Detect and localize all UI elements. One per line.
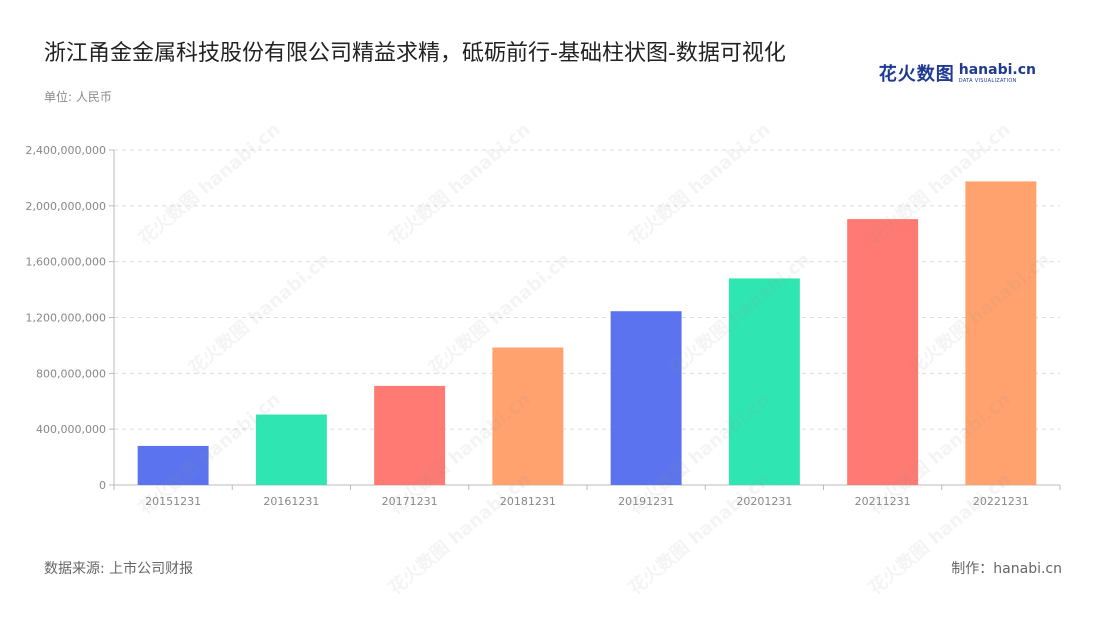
brand-logo[interactable]: 花火数图 hanabi.cn DATA VISUALIZATION	[879, 60, 1036, 86]
bar	[255, 414, 327, 485]
bar	[847, 219, 919, 485]
y-tick-label: 0	[99, 479, 106, 492]
bar	[965, 181, 1037, 485]
x-tick-label: 20151231	[145, 495, 201, 508]
bar	[492, 347, 564, 485]
x-tick-label: 20181231	[500, 495, 556, 508]
x-tick-label: 20161231	[263, 495, 319, 508]
bar	[374, 385, 446, 485]
bar	[610, 311, 682, 485]
chart-title: 浙江甬金金属科技股份有限公司精益求精，砥砺前行-基础柱状图-数据可视化	[44, 41, 786, 66]
x-tick-label: 20201231	[736, 495, 792, 508]
logo-en-block: hanabi.cn DATA VISUALIZATION	[959, 63, 1036, 84]
bar	[728, 278, 800, 485]
x-tick-label: 20191231	[618, 495, 674, 508]
y-tick-label: 2,000,000,000	[26, 200, 106, 213]
logo-cn-text: 花火数图	[878, 64, 955, 85]
y-tick-label: 400,000,000	[36, 423, 106, 436]
bar	[137, 445, 209, 485]
unit-label: 单位: 人民币	[44, 90, 112, 104]
x-tick-label: 20221231	[973, 495, 1029, 508]
x-tick-label: 20171231	[382, 495, 438, 508]
y-tick-label: 1,200,000,000	[26, 312, 106, 325]
y-tick-label: 1,600,000,000	[26, 256, 106, 269]
x-tick-label: 20211231	[855, 495, 911, 508]
credit-text: 制作：hanabi.cn	[951, 561, 1062, 577]
logo-en-text: hanabi.cn	[958, 61, 1036, 78]
data-source: 数据来源: 上市公司财报	[44, 561, 194, 577]
logo-sub-text: DATA VISUALIZATION	[958, 77, 1017, 84]
y-tick-label: 800,000,000	[36, 367, 106, 380]
y-tick-label: 2,400,000,000	[26, 144, 106, 157]
